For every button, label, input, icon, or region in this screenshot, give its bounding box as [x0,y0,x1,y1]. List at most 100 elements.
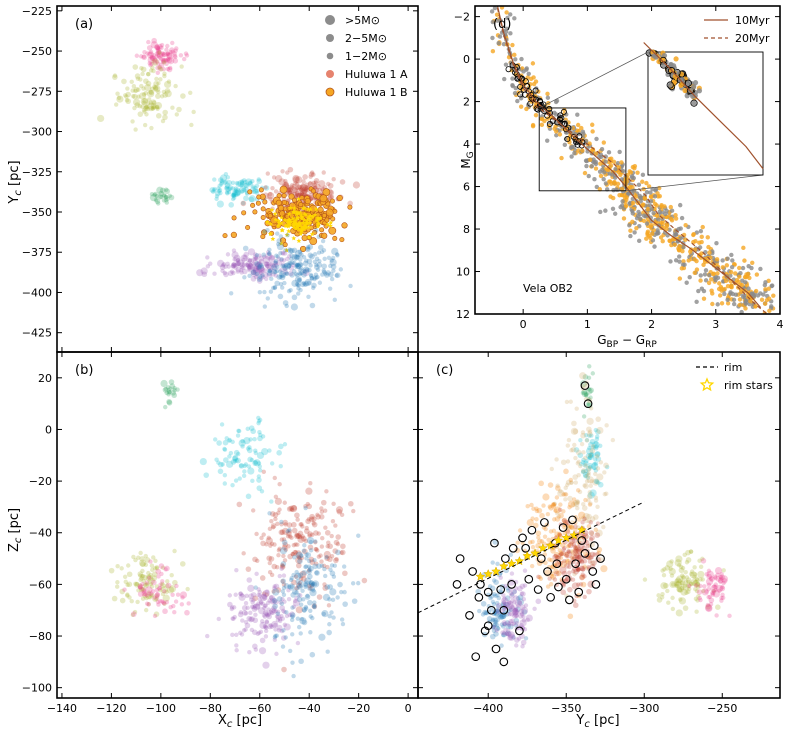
y-axis-label-a: Yc [pc] [7,160,24,204]
rim-star [475,571,486,581]
data-point [262,304,268,309]
data-point [678,597,687,605]
data-point [480,600,487,607]
data-point [580,565,586,572]
data-point [561,509,566,514]
cmd-point [572,151,577,156]
data-point [299,555,305,561]
data-point [256,451,265,460]
data-point [303,503,308,509]
data-point [146,570,151,576]
x-tick-label: −20 [347,702,370,715]
data-point [216,460,221,465]
data-point [124,94,129,99]
cmd-point [628,233,633,239]
data-point [586,431,593,437]
cmd-point [684,280,689,285]
data-point [548,529,554,534]
data-point [304,525,309,531]
data-point [294,192,300,197]
data-point [246,266,252,271]
data-point [166,52,174,60]
data-point [558,555,564,561]
data-point [230,180,236,186]
cmd-open-point [574,141,581,148]
data-point [567,495,573,502]
data-point [287,529,293,534]
legend-marker [325,15,335,25]
data-point [287,534,293,539]
data-point [227,437,232,443]
data-point [268,221,274,227]
data-point [512,607,519,614]
data-point [227,270,234,277]
data-point [279,210,286,217]
data-point [296,533,302,540]
data-point [141,108,147,113]
data-point [265,252,273,260]
data-point [208,261,213,266]
cmd-point [636,182,642,188]
cmd-point [656,217,661,222]
data-point [279,522,284,527]
data-point [168,379,175,385]
data-point [306,224,312,230]
scatter-layer-b [108,379,368,679]
inset-point [692,80,699,86]
data-point [501,624,506,629]
data-point [680,573,685,578]
data-point [575,499,581,504]
data-point [144,104,149,109]
data-point [589,433,594,438]
data-point [519,623,524,628]
inset-isochrone [643,42,764,170]
data-point [565,443,571,448]
data-point [525,504,530,509]
data-point [304,198,311,205]
data-point [530,539,535,544]
open-circle [471,652,481,662]
data-point [576,548,583,555]
data-point [694,609,699,614]
data-point [290,605,295,610]
data-point [141,54,147,61]
data-point [694,576,700,581]
data-point [579,560,585,565]
data-point [275,587,282,593]
data-point [268,609,273,615]
data-point [276,218,282,223]
data-point [684,575,690,580]
data-point [718,574,723,579]
panel-label-c: (c) [436,363,453,378]
data-point [351,508,356,514]
data-point [282,558,288,563]
data-point [138,550,143,556]
data-point [697,570,705,579]
data-point [147,575,152,581]
cmd-point [668,216,674,222]
data-point [265,612,270,617]
data-point [304,606,309,611]
data-point [135,599,140,605]
data-point [147,595,153,600]
data-point [511,635,516,640]
cmd-point [510,76,515,81]
data-point [492,608,500,616]
data-point [689,569,695,574]
data-point [155,599,161,605]
data-point [232,189,241,198]
data-point [280,263,285,269]
cmd-point [594,136,599,142]
data-point [158,66,163,72]
data-point [267,213,273,219]
data-point [179,561,186,567]
data-point [576,554,584,562]
data-point [174,46,179,51]
data-point [545,584,551,589]
data-point [243,186,249,193]
data-point [583,433,589,438]
data-point [237,476,242,481]
data-point [328,226,337,235]
data-point [258,600,264,605]
data-point [562,524,567,530]
